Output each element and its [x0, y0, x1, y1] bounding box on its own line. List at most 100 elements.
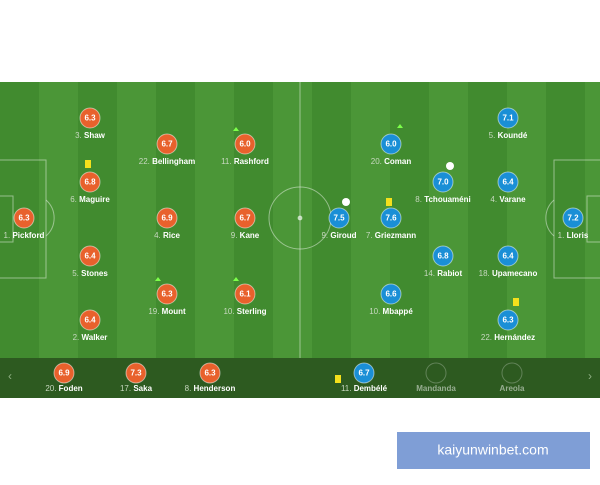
player-name: Walker — [81, 333, 107, 342]
player-label: 4. Varane — [490, 195, 526, 204]
rating-badge — [79, 107, 101, 129]
player-rating: 6.4 — [502, 178, 514, 187]
player-name: Bellingham — [152, 157, 195, 166]
rating-badge — [497, 107, 519, 129]
player-name: Griezmann — [375, 231, 416, 240]
player-label: 20. Coman — [371, 157, 412, 166]
rating-badge — [380, 283, 402, 305]
rating-badge — [497, 245, 519, 267]
player-rating: 6.7 — [161, 140, 173, 149]
rating-badge — [79, 245, 101, 267]
prev-arrow[interactable]: ‹ — [8, 369, 12, 383]
player-number: 20. — [371, 157, 384, 166]
player-number: 3. — [75, 131, 84, 140]
rating-badge — [199, 362, 221, 384]
player-name: Stones — [81, 269, 108, 278]
player-rating: 7.3 — [130, 369, 142, 378]
player-label: 4. Rice — [154, 231, 180, 240]
player-name: Mandanda — [416, 384, 456, 393]
player-label: 6. Maguire — [70, 195, 110, 204]
player-name: Henderson — [194, 384, 236, 393]
player-label: 1. Lloris — [558, 231, 589, 240]
player-number: 2. — [73, 333, 82, 342]
player-name: Maguire — [79, 195, 110, 204]
icons — [85, 124, 519, 383]
player-number: 9. — [321, 231, 330, 240]
player-rating: 6.9 — [161, 214, 173, 223]
player-number: 20. — [45, 384, 58, 393]
player-label: Areola — [500, 384, 525, 393]
watermark: kaiyunwinbet.com — [437, 442, 548, 458]
rating-badge — [380, 207, 402, 229]
player-name: Areola — [500, 384, 525, 393]
rating-badge — [156, 207, 178, 229]
player-label: 22. Hernández — [481, 333, 535, 342]
player-label: 22. Bellingham — [139, 157, 195, 166]
player-number: 4. — [490, 195, 499, 204]
player-name: Foden — [59, 384, 83, 393]
player-label: 7. Griezmann — [366, 231, 416, 240]
player-rating: 6.4 — [84, 316, 96, 325]
player-label: 5. Koundé — [489, 131, 528, 140]
player-rating: 7.6 — [385, 214, 397, 223]
rating-badge — [125, 362, 147, 384]
player-number: 11. — [221, 157, 234, 166]
player-rating: 6.0 — [385, 140, 397, 149]
player-rating: 7.5 — [333, 214, 345, 223]
rating-badge — [328, 207, 350, 229]
player-rating: 6.6 — [385, 290, 397, 299]
player-number: 6. — [70, 195, 79, 204]
player-name: Rice — [163, 231, 180, 240]
player-number: 4. — [154, 231, 163, 240]
empty-badge — [501, 362, 523, 384]
player-label: 14. Rabiot — [424, 269, 463, 278]
player-label: 11. Dembélé — [341, 384, 388, 393]
player-name: Kane — [240, 231, 260, 240]
rating-badge — [156, 133, 178, 155]
player-name: Koundé — [498, 131, 528, 140]
player-rating: 6.3 — [18, 214, 30, 223]
player-rating: 6.4 — [84, 252, 96, 261]
player-label: 17. Saka — [120, 384, 153, 393]
player-name: Rabiot — [437, 269, 462, 278]
rating-badge — [380, 133, 402, 155]
player-number: 10. — [369, 307, 382, 316]
player-rating: 6.7 — [358, 369, 370, 378]
player-rating: 6.7 — [239, 214, 251, 223]
player-rating: 6.3 — [161, 290, 173, 299]
player-label: 8. Henderson — [185, 384, 236, 393]
player-number: 5. — [72, 269, 81, 278]
rating-badge — [234, 207, 256, 229]
player-name: Hernández — [494, 333, 535, 342]
rating-badge — [432, 245, 454, 267]
rating-badge — [53, 362, 75, 384]
player-label: 18. Upamecano — [479, 269, 538, 278]
subs-bar — [0, 358, 600, 398]
watermark-box — [397, 432, 590, 469]
player-number: 1. — [4, 231, 13, 240]
player-name: Giroud — [330, 231, 356, 240]
player-name: Dembélé — [354, 384, 388, 393]
player-number: 8. — [415, 195, 424, 204]
player-name: Upamecano — [492, 269, 537, 278]
rating-badge — [156, 283, 178, 305]
player-name: Tchouaméni — [424, 195, 471, 204]
player-rating: 6.0 — [239, 140, 251, 149]
player-name: Lloris — [567, 231, 589, 240]
player-rating: 7.2 — [567, 214, 579, 223]
player-label: 3. Shaw — [75, 131, 106, 140]
player-label: 5. Stones — [72, 269, 108, 278]
player-number: 1. — [558, 231, 567, 240]
rating-badge — [353, 362, 375, 384]
rating-badge — [432, 171, 454, 193]
player-rating: 6.3 — [204, 369, 216, 378]
player-number: 14. — [424, 269, 437, 278]
player-name: Shaw — [84, 131, 106, 140]
player-number: 19. — [148, 307, 161, 316]
next-arrow[interactable]: › — [588, 369, 592, 383]
player-name: Coman — [384, 157, 411, 166]
player-label: 8. Tchouaméni — [415, 195, 470, 204]
player-number: 11. — [341, 384, 354, 393]
player-label: Mandanda — [416, 384, 456, 393]
